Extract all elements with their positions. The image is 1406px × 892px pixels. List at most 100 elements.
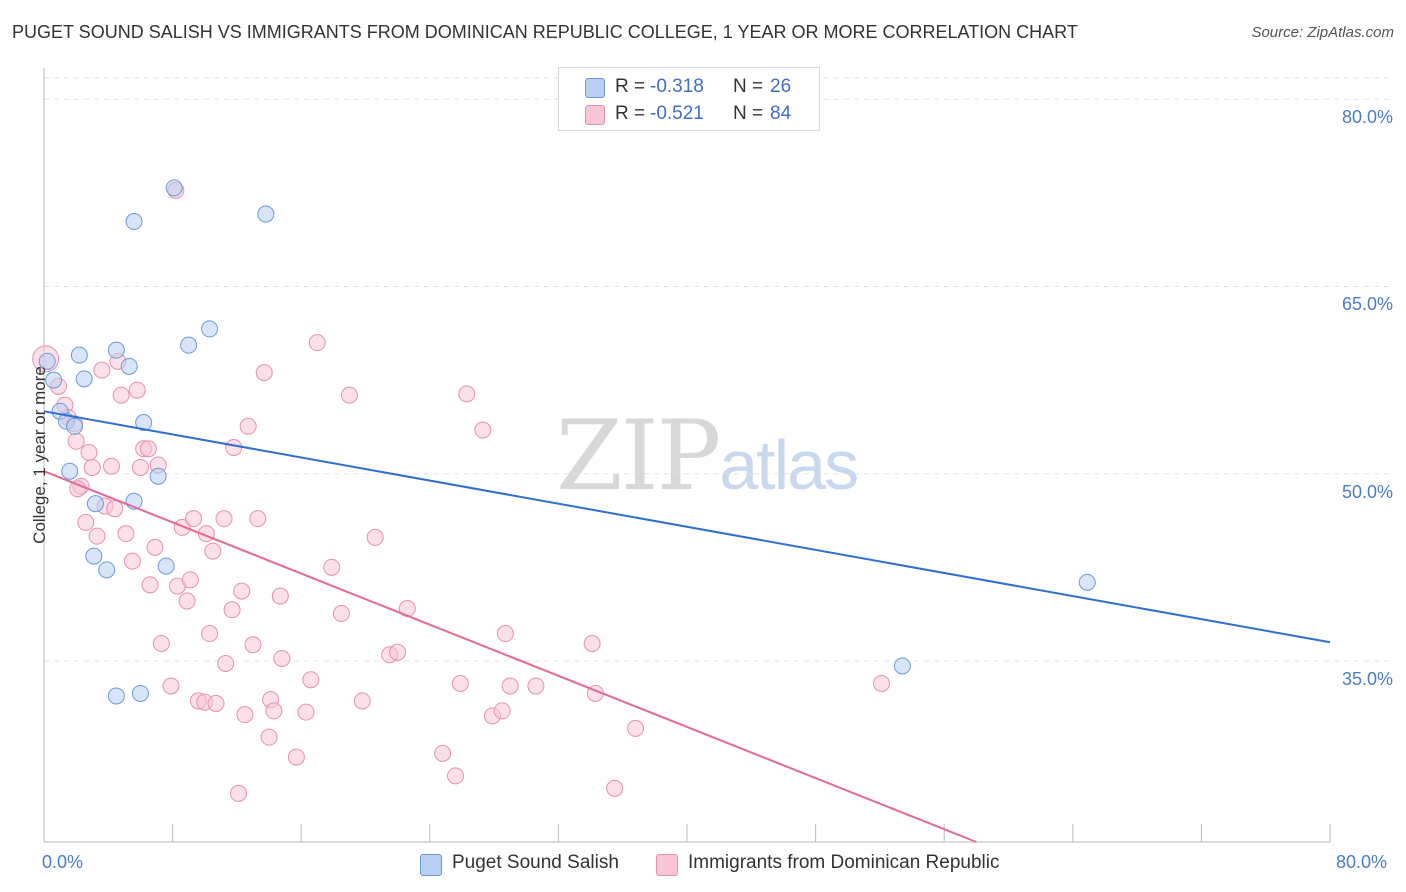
salish-point bbox=[61, 462, 79, 480]
salish-point bbox=[70, 346, 88, 364]
salish-point bbox=[120, 357, 138, 375]
dominican-point bbox=[273, 649, 291, 667]
dominican-point bbox=[146, 538, 164, 556]
dominican-point bbox=[265, 702, 283, 720]
salish-point bbox=[45, 371, 63, 389]
dominican-point bbox=[527, 677, 545, 695]
dominican-point bbox=[249, 510, 267, 528]
dominican-point bbox=[215, 510, 233, 528]
dominican-trend-line bbox=[43, 470, 977, 843]
dominican-point bbox=[106, 500, 124, 518]
dominican-point bbox=[332, 605, 350, 623]
salish-point bbox=[1078, 573, 1096, 591]
salish-point bbox=[131, 684, 149, 702]
legend-swatch-pink bbox=[585, 105, 605, 125]
dominican-point bbox=[353, 692, 371, 710]
dominican-point bbox=[204, 542, 222, 560]
dominican-point bbox=[162, 677, 180, 695]
dominican-point bbox=[239, 417, 257, 435]
dominican-point bbox=[434, 744, 452, 762]
dominican-point bbox=[128, 381, 146, 399]
dominican-point bbox=[152, 635, 170, 653]
legend-r-label: R = bbox=[615, 103, 646, 124]
dominican-point bbox=[93, 361, 111, 379]
dominican-point bbox=[80, 444, 98, 462]
salish-point bbox=[86, 495, 104, 513]
dominican-point bbox=[474, 421, 492, 439]
bottom-legend-label: Puget Sound Salish bbox=[452, 852, 619, 873]
dominican-point bbox=[233, 582, 251, 600]
dominican-point bbox=[178, 592, 196, 610]
salish-point bbox=[201, 320, 219, 338]
dominican-point bbox=[302, 671, 320, 689]
dominican-point bbox=[67, 432, 85, 450]
dominican-point bbox=[141, 576, 159, 594]
salish-point bbox=[165, 179, 183, 197]
dominican-point bbox=[493, 702, 511, 720]
salish-point bbox=[66, 417, 84, 435]
dominican-point bbox=[223, 601, 241, 619]
dominican-point bbox=[77, 513, 95, 531]
dominican-point bbox=[112, 386, 130, 404]
dominican-point bbox=[184, 510, 202, 528]
dominican-point bbox=[297, 703, 315, 721]
legend-r-label: R = bbox=[615, 76, 646, 97]
dominican-point bbox=[260, 728, 278, 746]
dominican-point bbox=[236, 706, 254, 724]
dominican-point bbox=[501, 677, 519, 695]
dominican-point bbox=[123, 552, 141, 570]
dominican-point bbox=[496, 625, 514, 643]
dominican-point bbox=[287, 748, 305, 766]
y-tick-label: 35.0% bbox=[1341, 668, 1393, 689]
correlation-legend: R = -0.318 N = 26 R = -0.521 N = 84 bbox=[558, 67, 820, 131]
watermark-atlas: atlas bbox=[719, 426, 859, 504]
dominican-point bbox=[340, 386, 358, 404]
dominican-point bbox=[103, 457, 121, 475]
dominican-point bbox=[447, 767, 465, 785]
legend-n-value: 84 bbox=[770, 103, 792, 124]
watermark-zip: ZIP bbox=[556, 400, 721, 512]
dominican-point bbox=[225, 439, 243, 457]
bottom-legend-swatch-blue bbox=[420, 854, 442, 876]
dominican-point bbox=[323, 558, 341, 576]
salish-point bbox=[98, 561, 116, 579]
bottom-legend-dominican[interactable]: Immigrants from Dominican Republic bbox=[656, 852, 1000, 876]
legend-swatch-blue bbox=[585, 78, 605, 98]
watermark: ZIPatlas bbox=[556, 400, 859, 512]
bottom-legend-salish[interactable]: Puget Sound Salish bbox=[420, 852, 619, 876]
dominican-point bbox=[451, 674, 469, 692]
dominican-point bbox=[606, 779, 624, 797]
salish-point bbox=[157, 557, 175, 575]
salish-point bbox=[107, 687, 125, 705]
legend-n-value: 26 bbox=[770, 76, 792, 97]
chart-title: PUGET SOUND SALISH VS IMMIGRANTS FROM DO… bbox=[12, 22, 1078, 42]
x-tick-label-max: 80.0% bbox=[1336, 852, 1388, 872]
dominican-point bbox=[366, 528, 384, 546]
dominican-point bbox=[458, 385, 476, 403]
dominican-point bbox=[88, 527, 106, 545]
legend-r-value: -0.318 bbox=[650, 76, 704, 97]
y-tick-label: 80.0% bbox=[1341, 107, 1393, 128]
dominican-point bbox=[181, 571, 199, 589]
dominican-point bbox=[389, 643, 407, 661]
legend-n-label: N = bbox=[733, 76, 764, 97]
dominican-point bbox=[201, 625, 219, 643]
legend-r-value: -0.521 bbox=[650, 103, 704, 124]
dominican-point bbox=[230, 784, 248, 802]
bottom-legend-label: Immigrants from Dominican Republic bbox=[688, 852, 1000, 873]
y-tick-label: 65.0% bbox=[1341, 294, 1393, 315]
dominican-point bbox=[83, 458, 101, 476]
x-tick-label-min: 0.0% bbox=[42, 852, 84, 872]
dominican-point bbox=[117, 525, 135, 543]
salish-point bbox=[125, 213, 143, 231]
source-label: Source: ZipAtlas.com bbox=[1251, 24, 1394, 41]
salish-trend-line bbox=[43, 410, 1331, 644]
dominican-point bbox=[583, 635, 601, 653]
dominican-point bbox=[217, 654, 235, 672]
salish-point bbox=[75, 370, 93, 388]
salish-point bbox=[149, 467, 167, 485]
dominican-point bbox=[627, 719, 645, 737]
bottom-legend-swatch-pink bbox=[656, 854, 678, 876]
dominican-point bbox=[131, 458, 149, 476]
